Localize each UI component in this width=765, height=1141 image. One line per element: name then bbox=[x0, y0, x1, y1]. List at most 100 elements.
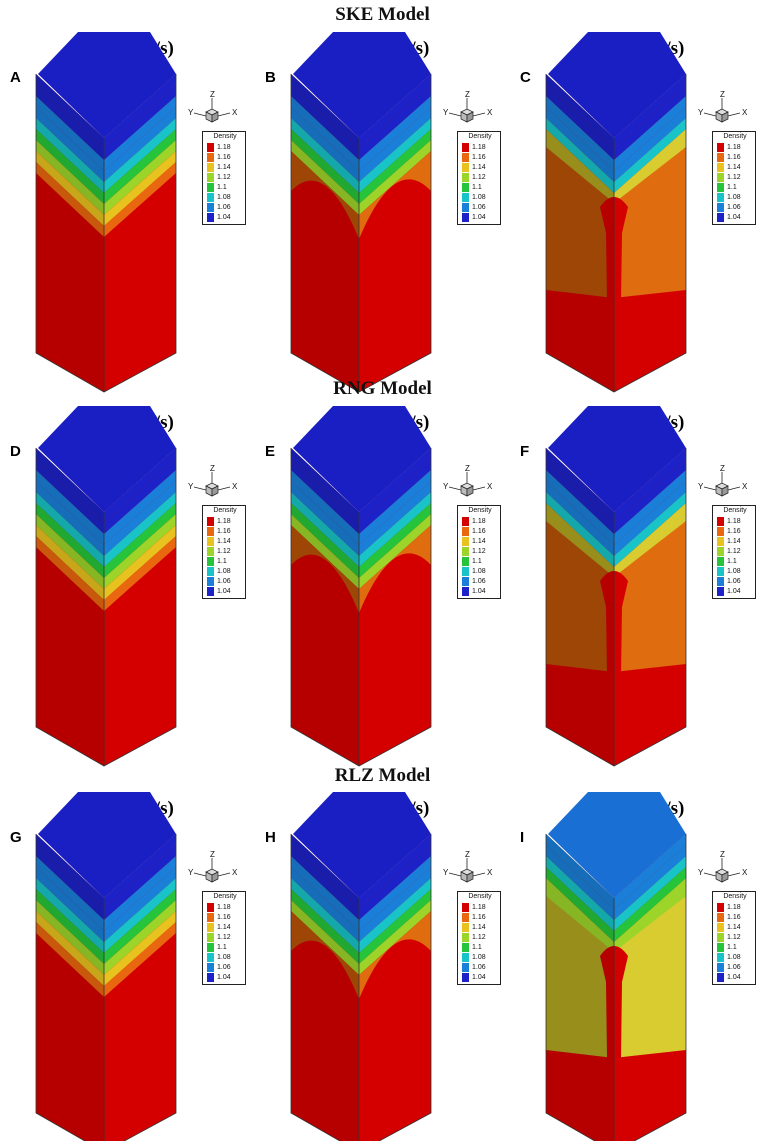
density-contour-block bbox=[290, 792, 432, 1141]
legend-label: 1.08 bbox=[472, 568, 486, 575]
axis-triad-icon: Z Y X bbox=[188, 850, 238, 883]
legend-entry: 1.16 bbox=[207, 527, 245, 536]
legend-entry: 1.16 bbox=[462, 527, 500, 536]
axis-label-y: Y bbox=[188, 108, 194, 117]
legend-entry: 1.18 bbox=[462, 903, 500, 912]
legend-label: 1.14 bbox=[472, 538, 486, 545]
legend-entry: 1.08 bbox=[207, 193, 245, 202]
legend-label: 1.1 bbox=[727, 558, 737, 565]
legend-label: 1.06 bbox=[472, 964, 486, 971]
legend-swatch bbox=[462, 903, 469, 912]
legend-swatch bbox=[717, 953, 724, 962]
legend-label: 1.18 bbox=[217, 144, 231, 151]
legend-entry: 1.1 bbox=[462, 557, 500, 566]
axis-label-z: Z bbox=[720, 850, 725, 859]
legend-swatch bbox=[462, 963, 469, 972]
legend-label: 1.1 bbox=[727, 944, 737, 951]
density-contour-block bbox=[290, 406, 432, 767]
density-contour-block bbox=[290, 32, 432, 393]
legend-label: 1.14 bbox=[472, 924, 486, 931]
row-title: SKE Model bbox=[335, 4, 430, 25]
legend-label: 1.12 bbox=[217, 934, 231, 941]
legend-label: 1.14 bbox=[217, 164, 231, 171]
legend-label: 1.1 bbox=[217, 184, 227, 191]
legend-entry: 1.04 bbox=[207, 213, 245, 222]
legend-swatch bbox=[462, 203, 469, 212]
legend-entry: 1.16 bbox=[207, 153, 245, 162]
legend-entry: 1.16 bbox=[717, 153, 755, 162]
legend-label: 1.18 bbox=[727, 904, 741, 911]
panel-e: 2.803 (m/s)EZYXDensity1.181.161.141.121.… bbox=[255, 406, 510, 767]
panel-letter: C bbox=[520, 69, 531, 86]
legend-swatch bbox=[717, 163, 724, 172]
legend-entry: 1.06 bbox=[207, 203, 245, 212]
legend-label: 1.1 bbox=[472, 184, 482, 191]
legend-label: 1.14 bbox=[217, 924, 231, 931]
legend-label: 1.12 bbox=[727, 548, 741, 555]
legend-label: 1.14 bbox=[217, 538, 231, 545]
legend-entry: 1.04 bbox=[462, 587, 500, 596]
legend-swatch bbox=[462, 923, 469, 932]
legend-title: Density bbox=[468, 133, 492, 140]
legend-swatch bbox=[717, 903, 724, 912]
legend-swatch bbox=[462, 943, 469, 952]
legend-swatch bbox=[462, 193, 469, 202]
legend-entry: 1.12 bbox=[717, 547, 755, 556]
legend-label: 1.06 bbox=[217, 578, 231, 585]
density-contour-block bbox=[545, 406, 687, 767]
axis-label-y: Y bbox=[698, 482, 704, 491]
axis-label-z: Z bbox=[210, 464, 215, 473]
legend-label: 1.06 bbox=[217, 964, 231, 971]
legend-entry: 1.04 bbox=[717, 213, 755, 222]
legend-swatch bbox=[462, 953, 469, 962]
legend-label: 1.1 bbox=[217, 944, 227, 951]
legend-swatch bbox=[462, 933, 469, 942]
legend-entry: 1.04 bbox=[462, 973, 500, 982]
legend-label: 1.04 bbox=[727, 588, 741, 595]
panel-a: 0.411 (m/s)AZYXDensity1.181.161.141.121.… bbox=[0, 32, 255, 393]
legend-label: 1.1 bbox=[472, 944, 482, 951]
axis-triad-icon: Z Y X bbox=[698, 850, 748, 883]
legend-entry: 1.14 bbox=[462, 923, 500, 932]
legend-label: 1.04 bbox=[217, 588, 231, 595]
legend-entry: 1.1 bbox=[207, 183, 245, 192]
legend-label: 1.16 bbox=[472, 528, 486, 535]
legend-label: 1.16 bbox=[472, 154, 486, 161]
legend-label: 1.08 bbox=[217, 568, 231, 575]
density-contour-block bbox=[545, 32, 687, 393]
legend-swatch bbox=[717, 567, 724, 576]
legend-label: 1.06 bbox=[472, 578, 486, 585]
density-legend: Density 1.18 1.16 1.14 1.12 1.1 1.08 1.06 1.04 bbox=[712, 131, 756, 225]
axis-label-x: X bbox=[232, 482, 238, 491]
axis-triad-icon: Z Y X bbox=[188, 464, 238, 497]
density-legend: Density 1.18 1.16 1.14 1.12 1.1 1.08 1.06 1.04 bbox=[712, 891, 756, 985]
legend-label: 1.06 bbox=[727, 964, 741, 971]
legend-label: 1.16 bbox=[217, 914, 231, 921]
legend-entry: 1.14 bbox=[462, 537, 500, 546]
legend-swatch bbox=[462, 567, 469, 576]
density-legend: Density 1.18 1.16 1.14 1.12 1.1 1.08 1.06 1.04 bbox=[457, 505, 501, 599]
panel-i: 5.143 (m/s)IZYXDensity1.181.161.141.121.… bbox=[510, 792, 765, 1141]
legend-swatch bbox=[717, 527, 724, 536]
legend-title: Density bbox=[468, 507, 492, 514]
legend-swatch bbox=[207, 213, 214, 222]
legend-swatch bbox=[717, 943, 724, 952]
axis-label-y: Y bbox=[188, 482, 194, 491]
legend-swatch bbox=[462, 517, 469, 526]
legend-entry: 1.14 bbox=[207, 923, 245, 932]
legend-entry: 1.08 bbox=[717, 193, 755, 202]
legend-swatch bbox=[207, 163, 214, 172]
legend-swatch bbox=[207, 173, 214, 182]
legend-entry: 1.16 bbox=[462, 153, 500, 162]
legend-label: 1.06 bbox=[727, 204, 741, 211]
legend-entry: 1.12 bbox=[207, 547, 245, 556]
legend-entry: 1.16 bbox=[717, 527, 755, 536]
legend-swatch bbox=[717, 913, 724, 922]
legend-swatch bbox=[717, 173, 724, 182]
legend-label: 1.1 bbox=[217, 558, 227, 565]
legend-label: 1.06 bbox=[472, 204, 486, 211]
legend-label: 1.14 bbox=[472, 164, 486, 171]
legend-label: 1.04 bbox=[217, 214, 231, 221]
legend-entry: 1.1 bbox=[462, 183, 500, 192]
legend-title: Density bbox=[723, 507, 747, 514]
